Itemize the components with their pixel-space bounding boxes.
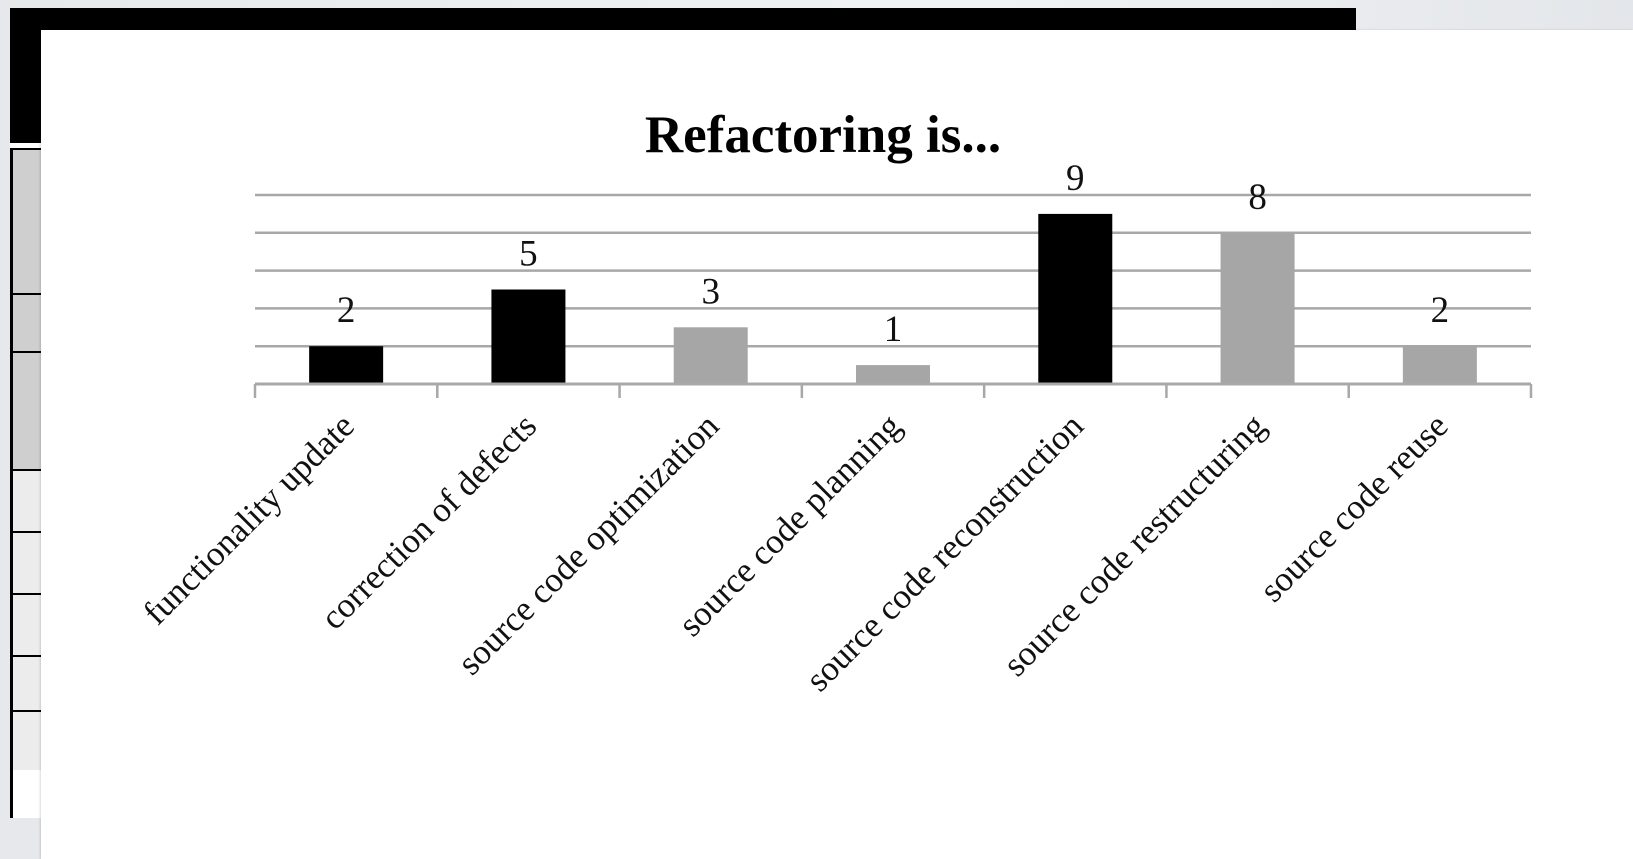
data-label: 3 — [701, 271, 720, 312]
bar — [1038, 213, 1113, 384]
bar — [856, 365, 930, 384]
bar — [1220, 232, 1295, 384]
data-label: 2 — [1431, 290, 1450, 331]
data-label: 8 — [1248, 177, 1267, 218]
x-tick-label: source code reuse — [1252, 406, 1455, 609]
bars — [309, 213, 1477, 384]
chart-title: Refactoring is... — [645, 106, 1001, 164]
bar — [491, 289, 566, 384]
chart-card: Refactoring is... 2 5 3 1 9 8 2 functionality … — [41, 30, 1633, 859]
data-labels: 2 5 3 1 9 8 2 — [337, 158, 1449, 350]
bar-chart: Refactoring is... 2 5 3 1 9 8 2 functionality … — [136, 106, 1533, 699]
gridlines — [255, 193, 1531, 348]
data-label: 1 — [884, 309, 903, 350]
data-label: 2 — [337, 290, 356, 331]
data-label: 9 — [1066, 158, 1085, 199]
bar — [673, 327, 748, 384]
bar — [309, 346, 384, 384]
data-label: 5 — [519, 234, 538, 275]
bar — [1402, 346, 1477, 384]
x-axis — [253, 382, 1533, 398]
